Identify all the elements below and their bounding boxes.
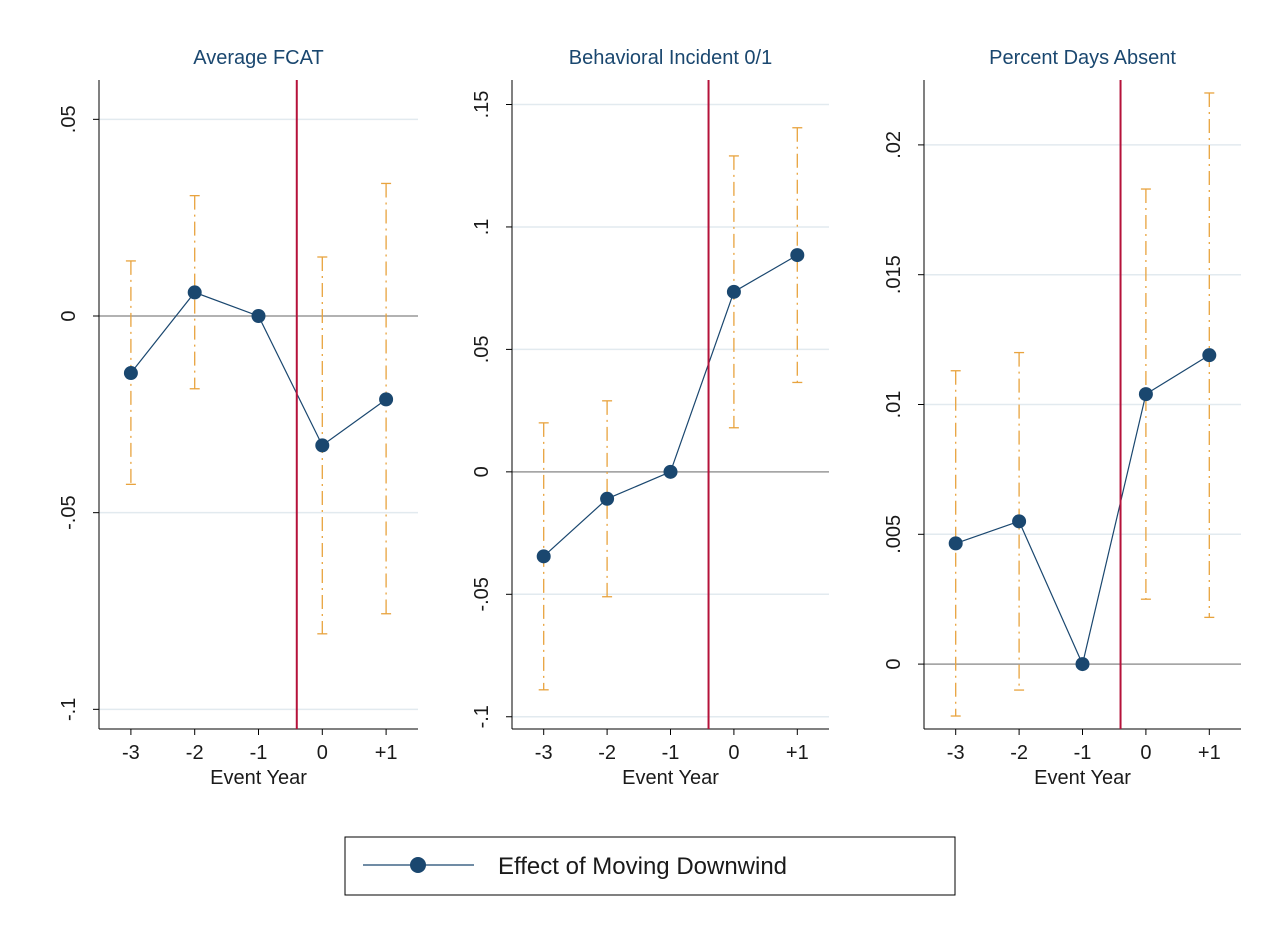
data-point — [187, 285, 202, 300]
data-point — [948, 536, 963, 551]
y-tick-label: -.05 — [471, 577, 493, 611]
panels: -.1 -.05 0 .05 -3 -2 -1 0 +1 Event Year Average FC… — [58, 47, 1241, 789]
data-point — [663, 464, 678, 479]
x-tick-label: -2 — [186, 742, 204, 764]
x-tick-label: 0 — [728, 742, 739, 764]
x-axis-title: Event Year — [210, 767, 307, 789]
y-tick-label: 0 — [883, 659, 905, 670]
legend-marker — [410, 857, 426, 873]
x-tick-label: -2 — [1010, 742, 1028, 764]
x-axis-title: Event Year — [1034, 767, 1131, 789]
panel-1: -.1 -.05 0 .05 -3 -2 -1 0 +1 Event Year Average FC… — [58, 47, 418, 789]
y-tick-label: .15 — [471, 91, 493, 119]
y-tick-label: .05 — [58, 105, 80, 133]
x-axis-title: Event Year — [622, 767, 719, 789]
x-tick-label: -1 — [1074, 742, 1092, 764]
panel-2: -.1 -.05 0 .05 .1 .15 -3 -2 -1 0 +1 Event Year Behav… — [471, 47, 829, 789]
data-point — [251, 309, 266, 323]
y-tick-label: .01 — [883, 391, 905, 419]
y-tick-label: .05 — [471, 335, 493, 363]
y-tick-label: -.1 — [58, 698, 80, 721]
y-tick-label: .015 — [883, 255, 905, 294]
panel-title: Percent Days Absent — [989, 47, 1176, 69]
x-tick-label: 0 — [1140, 742, 1151, 764]
data-point — [1075, 657, 1090, 672]
x-tick-label: -1 — [250, 742, 268, 764]
y-tick-label: 0 — [471, 466, 493, 477]
x-tick-label: +1 — [786, 742, 809, 764]
x-tick-label: -3 — [122, 742, 140, 764]
legend-label: Effect of Moving Downwind — [498, 853, 787, 880]
x-tick-label: -3 — [947, 742, 965, 764]
data-point — [1012, 514, 1027, 529]
data-point — [315, 438, 330, 453]
data-point — [379, 392, 394, 407]
panel-title: Behavioral Incident 0/1 — [569, 47, 772, 69]
data-point — [726, 284, 741, 299]
x-tick-label: +1 — [375, 742, 398, 764]
legend-box — [344, 836, 956, 896]
x-tick-label: -1 — [662, 742, 680, 764]
panel-3: 0 .005 .01 .015 .02 -3 -2 -1 0 +1 Event Year Percen… — [883, 47, 1241, 789]
y-tick-label: 0 — [58, 310, 80, 321]
x-tick-label: 0 — [317, 742, 328, 764]
panel-title: Average FCAT — [193, 47, 323, 69]
data-point — [1138, 387, 1153, 402]
data-point — [600, 491, 615, 506]
y-tick-label: .02 — [883, 131, 905, 159]
data-point — [536, 549, 551, 564]
y-tick-label: -.1 — [471, 705, 493, 728]
x-tick-label: -3 — [535, 742, 553, 764]
series-line — [955, 354, 1210, 666]
data-point — [790, 248, 805, 263]
y-tick-label: -.05 — [58, 495, 80, 529]
series-line — [543, 254, 798, 557]
data-point — [1202, 348, 1217, 363]
legend: Effect of Moving Downwind — [344, 836, 956, 896]
x-tick-label: +1 — [1198, 742, 1221, 764]
y-tick-label: .1 — [471, 219, 493, 236]
y-tick-label: .005 — [883, 515, 905, 554]
x-tick-label: -2 — [598, 742, 616, 764]
data-point — [123, 366, 138, 381]
